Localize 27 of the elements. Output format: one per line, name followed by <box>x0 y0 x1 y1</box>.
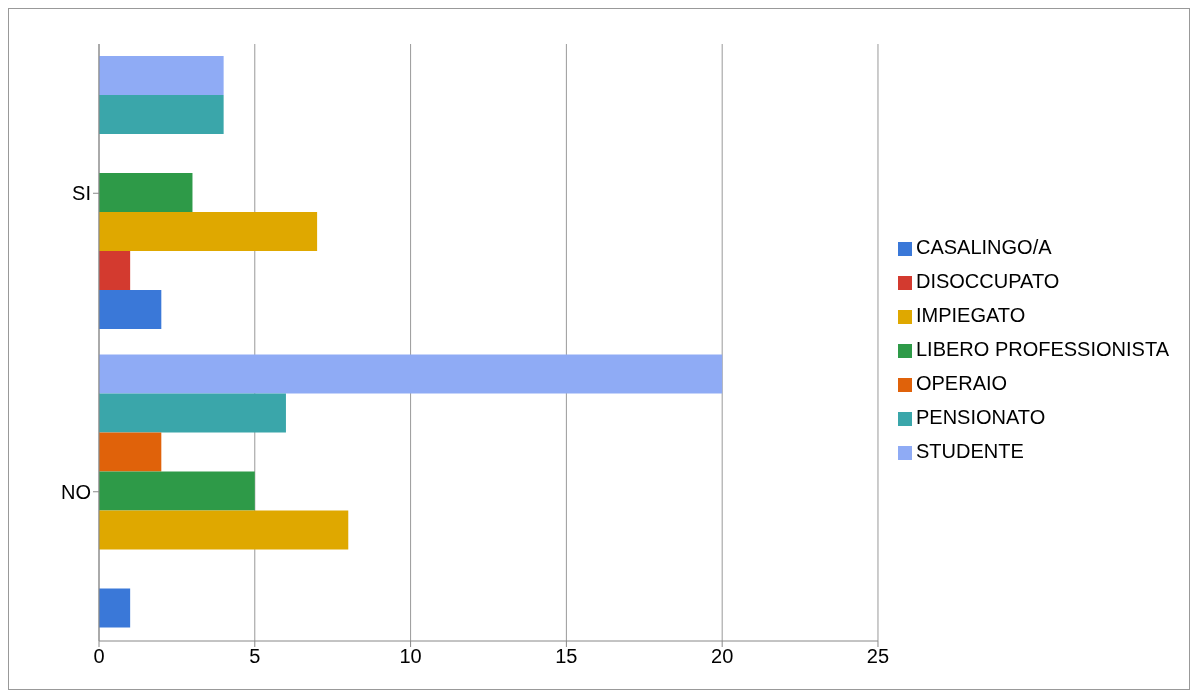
legend-label: DISOCCUPATO <box>915 270 1060 292</box>
y-tick-label: SI <box>72 182 91 205</box>
y-tick-label: NO <box>61 480 91 503</box>
bar <box>99 471 255 511</box>
bar <box>99 94 224 134</box>
bar <box>99 250 131 290</box>
bar <box>99 432 162 472</box>
x-tick-label: 15 <box>555 645 578 668</box>
bar <box>99 510 349 550</box>
bar <box>99 55 224 95</box>
bar <box>99 393 286 433</box>
legend-label: CASALINGO/A <box>915 236 1052 258</box>
legend-label: LIBERO PROFESSIONISTA <box>915 338 1169 360</box>
bar <box>99 211 318 251</box>
bar <box>99 354 723 394</box>
bar <box>99 588 131 628</box>
legend-label: IMPIEGATO <box>915 304 1026 326</box>
x-tick-label: 25 <box>866 645 890 668</box>
x-tick-label: 10 <box>399 645 422 668</box>
bar <box>99 289 162 329</box>
legend-label: PENSIONATO <box>915 406 1046 428</box>
x-tick-label: 5 <box>249 645 261 668</box>
bar <box>99 172 193 212</box>
x-tick-label: 20 <box>711 645 734 668</box>
legend-label: STUDENTE <box>915 440 1024 462</box>
legend-label: OPERAIO <box>915 372 1008 394</box>
x-tick-label: 0 <box>93 645 105 668</box>
